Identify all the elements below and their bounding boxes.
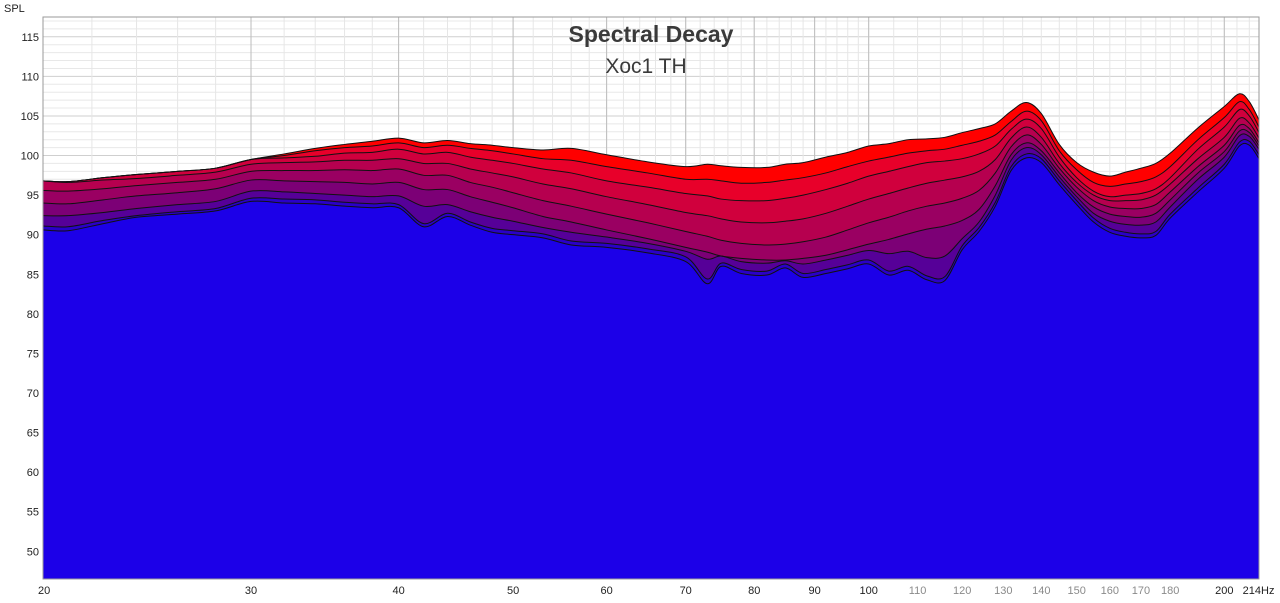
y-tick-label: 70 (27, 388, 39, 400)
y-axis-ticks: 50 55 60 65 70 75 80 85 90 95 100 105 110 115 (21, 32, 39, 559)
decay-line-1 (42, 93, 1260, 183)
decay-line-3 (42, 108, 1260, 202)
y-tick-label: 95 (27, 190, 39, 202)
decay-line-9 (42, 142, 1260, 285)
decay-areas (43, 93, 1259, 580)
chart-title: Spectral Decay (569, 21, 734, 47)
x-tick-label: 214 (1243, 585, 1261, 597)
x-tick-label: 160 (1101, 585, 1119, 597)
y-tick-label: 100 (21, 151, 39, 163)
decay-line-7 (42, 133, 1260, 265)
decay-line-2 (42, 100, 1260, 187)
x-tick-label: 70 (680, 585, 692, 597)
decay-line-4 (42, 117, 1260, 224)
x-tick-label: 130 (994, 585, 1012, 597)
x-tick-label: 200 (1215, 585, 1233, 597)
x-tick-label: 40 (392, 585, 404, 597)
y-tick-label: 105 (21, 111, 39, 123)
y-tick-label: 80 (27, 309, 39, 321)
x-tick-label: 150 (1068, 585, 1086, 597)
y-tick-label: 60 (27, 467, 39, 479)
x-tick-label: 80 (748, 585, 760, 597)
x-tick-label: 90 (809, 585, 821, 597)
x-tick-label: 30 (245, 585, 257, 597)
x-tick-label: 170 (1132, 585, 1150, 597)
y-axis-label: SPL (4, 3, 25, 15)
y-tick-label: 75 (27, 348, 39, 360)
y-tick-label: 65 (27, 428, 39, 440)
decay-area-9 (43, 143, 1259, 579)
x-tick-label: 50 (507, 585, 519, 597)
y-tick-label: 110 (21, 71, 39, 83)
x-tick-label: 140 (1032, 585, 1050, 597)
y-tick-label: 55 (27, 507, 39, 519)
x-tick-label: 110 (909, 585, 927, 597)
y-tick-label: 90 (27, 230, 39, 242)
x-tick-label: 100 (860, 585, 878, 597)
decay-line-5 (42, 123, 1260, 246)
chart-subtitle: Xoc1 TH (605, 55, 686, 78)
x-tick-label: 20 (38, 585, 50, 597)
decay-line-6 (42, 128, 1260, 261)
y-tick-label: 50 (27, 546, 39, 558)
plot-frame (42, 16, 1260, 580)
x-axis-ticks: 20 30 40 50 60 70 80 90 100 110 120 130 140 150 160 170… (38, 585, 1261, 597)
decay-lines (42, 93, 1260, 285)
decay-line-8 (42, 138, 1260, 280)
x-tick-label: 180 (1161, 585, 1179, 597)
y-tick-label: 85 (27, 269, 39, 281)
y-tick-label: 115 (21, 32, 39, 44)
x-axis-unit: Hz (1261, 585, 1274, 597)
x-tick-label: 60 (600, 585, 612, 597)
x-tick-label: 120 (953, 585, 971, 597)
